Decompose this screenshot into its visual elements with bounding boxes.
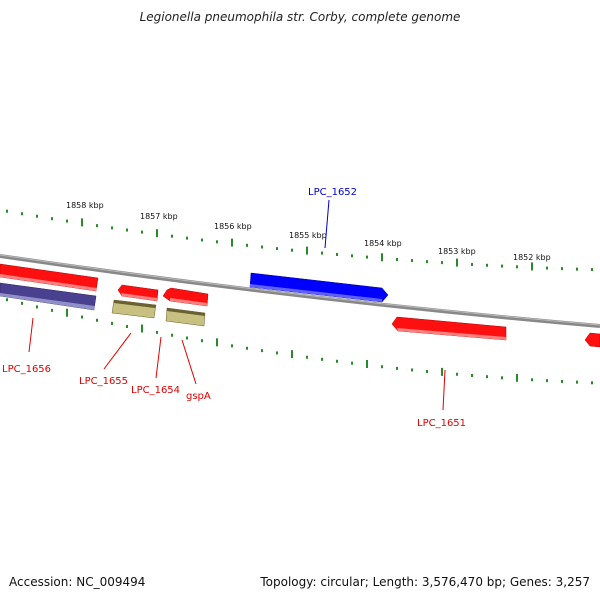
topology-text: Topology: circular; Length: 3,576,470 bp…	[260, 575, 590, 589]
kbp-label-1853: 1853 kbp	[438, 247, 476, 256]
gene-labels: LPC_1656 LPC_1655 LPC_1654 gspA LPC_1652…	[2, 187, 466, 429]
gene-label-lpc-1652: LPC_1652	[308, 187, 357, 198]
inner-tick-row	[6, 298, 593, 385]
kbp-label-1855: 1855 kbp	[289, 231, 327, 240]
kbp-label-1856: 1856 kbp	[214, 222, 252, 231]
kbp-label-1852: 1852 kbp	[513, 253, 551, 262]
outer-tick-row	[6, 209, 593, 272]
gene-label-gspa: gspA	[186, 391, 211, 402]
kbp-labels: 1858 kbp 1857 kbp 1856 kbp 1855 kbp 1854…	[66, 201, 551, 262]
genome-backbone	[0, 254, 600, 328]
accession-text: Accession: NC_009494	[9, 575, 146, 589]
map-title: Legionella pneumophila str. Corby, compl…	[139, 10, 461, 24]
gene-label-lines	[28, 199, 446, 411]
gene-label-lpc-1654: LPC_1654	[131, 385, 180, 396]
gene-label-lpc-1651: LPC_1651	[417, 418, 466, 429]
kbp-label-1857: 1857 kbp	[140, 212, 178, 221]
gene-label-lpc-1656: LPC_1656	[2, 364, 51, 375]
kbp-label-1858: 1858 kbp	[66, 201, 104, 210]
kbp-label-1854: 1854 kbp	[364, 239, 402, 248]
gene-partial-right[interactable]	[584, 332, 600, 348]
gene-features	[0, 263, 600, 348]
gene-label-lpc-1655: LPC_1655	[79, 376, 128, 387]
